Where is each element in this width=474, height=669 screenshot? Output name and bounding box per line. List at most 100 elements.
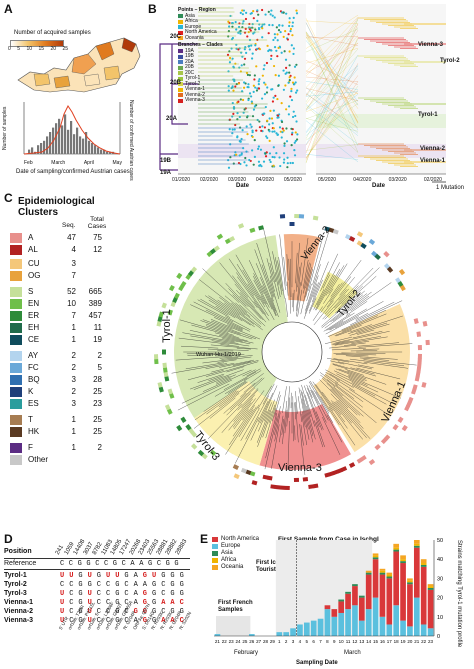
b-tip (259, 148, 263, 151)
b-tip (275, 152, 278, 155)
c-ring-cell (312, 215, 319, 221)
b-tip (293, 149, 296, 152)
c-branch (312, 390, 329, 421)
c-branch (255, 263, 276, 312)
a-sample-bar (73, 134, 76, 154)
c-branch (206, 323, 253, 340)
b-tip (234, 85, 237, 88)
base-cell: G (78, 599, 83, 607)
base-cell: G (142, 572, 147, 580)
b-tip (288, 79, 291, 82)
c-branch (225, 316, 251, 331)
c-branch (363, 359, 417, 366)
base-cell: G (78, 572, 83, 580)
c-branch (363, 348, 380, 350)
a-sample-bar (88, 140, 91, 154)
c-ring-cell (404, 404, 410, 412)
c-branch (232, 275, 258, 308)
b-tip (226, 53, 230, 56)
e-xtick: 18 (394, 639, 400, 644)
c-branch (350, 300, 403, 326)
legend-label: 20B (185, 64, 194, 70)
panel-a-chart (23, 102, 121, 155)
c-branch (325, 316, 359, 335)
b-tip (264, 155, 268, 158)
c-ring-cell (401, 424, 408, 432)
c-ring-cell (180, 416, 187, 424)
b-tangle-link (305, 18, 359, 124)
c-branch (209, 397, 236, 419)
c-branch (257, 401, 269, 423)
c-branch (264, 416, 278, 470)
b-tip (228, 61, 232, 64)
c-branch (171, 363, 227, 374)
b-tip (267, 10, 270, 13)
e-bar-europe (283, 632, 290, 636)
b-tip (292, 47, 295, 50)
c-branch (294, 402, 296, 420)
c-branch (261, 264, 274, 298)
cluster-seq: 52 (67, 287, 76, 296)
e-bar-europe (310, 620, 317, 636)
e-xtick: 23 (229, 639, 235, 644)
c-ring-cell (279, 485, 286, 490)
variant-name: Vienna-3 (4, 617, 34, 624)
b-tip (265, 61, 269, 65)
b-tip (250, 44, 253, 47)
base-cell: G (78, 617, 83, 625)
e-bar-europe (338, 612, 345, 636)
c-branch (210, 344, 258, 350)
a-xtick-apr: April (83, 160, 94, 166)
b-tip (228, 25, 231, 28)
b-tip (227, 89, 230, 92)
cluster-code: ES (28, 399, 39, 408)
e-bar-europe (379, 616, 386, 636)
b-tip (251, 26, 254, 29)
b-tip (275, 132, 278, 135)
b-tip (276, 33, 279, 36)
b-legend-point-item: Oceania (178, 35, 223, 42)
c-branch (214, 332, 248, 342)
c-branch (302, 411, 306, 428)
c-branch (242, 369, 256, 377)
c-branch (260, 295, 275, 321)
c-branch (219, 334, 254, 344)
c-ring-cell (417, 362, 422, 369)
c-branch (281, 418, 284, 435)
base-cell: G (179, 572, 184, 580)
legend-label: 19B (185, 53, 194, 59)
legend-label: 20C (185, 69, 195, 76)
c-branch (308, 385, 319, 405)
cluster-row-t: T 1 25 (10, 414, 102, 425)
b-tip (277, 116, 280, 119)
a-sample-bar (91, 143, 94, 154)
c-branch (297, 289, 303, 317)
c-branch (222, 338, 251, 345)
cluster-seq: 3 (71, 399, 76, 408)
b-tip (253, 78, 256, 81)
c-branch (279, 415, 284, 443)
c-branch (322, 274, 330, 289)
b-tip (247, 26, 251, 29)
c-branch (190, 335, 239, 344)
b-tip (293, 82, 296, 86)
c-branch (258, 410, 268, 432)
c-branch (335, 401, 367, 439)
base-cell: A (170, 599, 175, 607)
base-cell: G (179, 581, 184, 589)
c-branch (298, 387, 310, 440)
b-tangle-link (305, 36, 359, 39)
cluster-code: T (28, 415, 33, 424)
b-tip (246, 35, 249, 38)
b-tip (245, 125, 248, 128)
e-bar-asia (407, 582, 413, 585)
c-branch (237, 276, 270, 321)
c-branch (336, 373, 361, 386)
c-ring-cell (161, 302, 167, 309)
b-tip (277, 74, 281, 77)
sector-label-tyrol1: Tyrol-1 (160, 309, 173, 343)
b-tip (252, 32, 255, 35)
c-ring-cell (284, 485, 290, 491)
cluster-row-k: K 2 25 (10, 386, 102, 397)
b-tangle-link (305, 91, 359, 97)
